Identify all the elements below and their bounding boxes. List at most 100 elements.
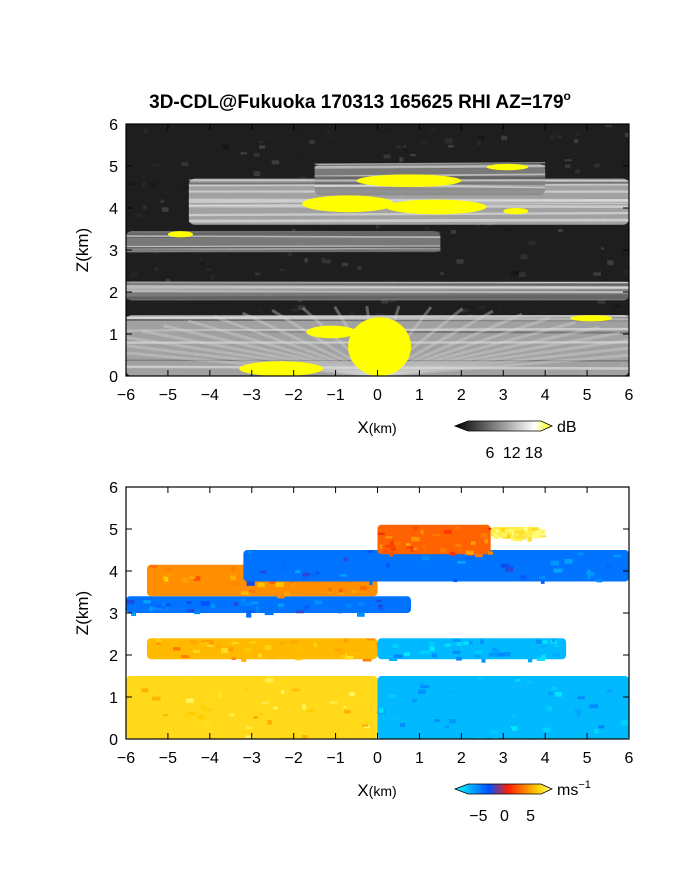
velocity-speckle bbox=[514, 530, 524, 536]
snr-high-patch bbox=[239, 361, 324, 376]
velocity-speckle bbox=[156, 642, 161, 645]
velocity-speckle bbox=[334, 648, 343, 653]
noise-speckle bbox=[402, 145, 407, 148]
snr-ray bbox=[187, 319, 378, 376]
x-tick-label: 1 bbox=[415, 750, 424, 767]
velocity-speckle bbox=[538, 529, 546, 535]
noise-speckle bbox=[301, 253, 307, 258]
velocity-speckle bbox=[277, 594, 285, 599]
velocity-speckle bbox=[422, 555, 430, 561]
noise-speckle bbox=[132, 272, 138, 277]
noise-speckle bbox=[503, 277, 510, 280]
velocity-speckle bbox=[388, 694, 397, 698]
velocity-speckle bbox=[492, 647, 497, 651]
velocity-speckle bbox=[241, 657, 247, 662]
noise-speckle bbox=[240, 152, 248, 155]
noise-speckle bbox=[501, 135, 508, 141]
velocity-colorbar-unit: ms−1 bbox=[557, 779, 591, 799]
velocity-speckle bbox=[389, 551, 394, 557]
velocity-speckle bbox=[377, 532, 385, 536]
noise-speckle bbox=[309, 140, 315, 144]
snr-streak bbox=[126, 284, 629, 289]
velocity-speckle bbox=[250, 601, 259, 605]
velocity-speckle bbox=[184, 677, 189, 680]
velocity-speckle bbox=[253, 716, 258, 719]
y-tick-label: 3 bbox=[109, 243, 118, 260]
velocity-speckle bbox=[343, 710, 351, 714]
snr-colorbar-ticks: 6 12 18 bbox=[485, 445, 542, 462]
x-tick-label: 0 bbox=[373, 387, 382, 404]
velocity-speckle bbox=[210, 603, 216, 609]
x-tick-label: −5 bbox=[159, 750, 177, 767]
velocity-speckle bbox=[539, 576, 546, 580]
velocity-speckle bbox=[534, 533, 542, 539]
x-tick-label: −6 bbox=[117, 387, 135, 404]
velocity-speckle bbox=[526, 680, 533, 684]
snr-ray bbox=[377, 338, 629, 376]
velocity-speckle bbox=[555, 691, 563, 697]
velocity-speckle bbox=[447, 689, 454, 693]
velocity-speckle bbox=[205, 640, 214, 645]
noise-speckle bbox=[154, 266, 159, 271]
velocity-speckle bbox=[399, 723, 406, 727]
x-tick-label: 3 bbox=[499, 750, 508, 767]
noise-speckle bbox=[198, 257, 203, 261]
velocity-speckle bbox=[505, 652, 511, 657]
noise-speckle bbox=[152, 163, 161, 168]
noise-speckle bbox=[600, 247, 605, 250]
velocity-speckle bbox=[523, 527, 528, 532]
noise-speckle bbox=[304, 258, 308, 263]
velocity-speckle bbox=[580, 724, 588, 729]
velocity-speckle bbox=[455, 525, 462, 530]
velocity-speckle bbox=[153, 607, 163, 610]
noise-speckle bbox=[387, 299, 396, 302]
velocity-speckle bbox=[418, 689, 426, 694]
noise-speckle bbox=[489, 160, 495, 164]
x-tick-label: 2 bbox=[457, 750, 466, 767]
velocity-speckle bbox=[550, 560, 560, 566]
velocity-speckle bbox=[245, 735, 254, 738]
snr-ray bbox=[163, 324, 378, 376]
velocity-speckle bbox=[151, 696, 161, 701]
noise-speckle bbox=[477, 140, 481, 145]
velocity-speckle bbox=[404, 652, 411, 657]
x-tick-label: −4 bbox=[201, 387, 219, 404]
noise-speckle bbox=[514, 270, 522, 275]
velocity-speckle bbox=[412, 698, 417, 703]
noise-speckle bbox=[259, 140, 264, 143]
snr-ray bbox=[377, 353, 629, 376]
velocity-speckle bbox=[261, 701, 269, 705]
x-tick-label: −6 bbox=[117, 750, 135, 767]
velocity-speckle bbox=[504, 529, 514, 532]
noise-speckle bbox=[503, 229, 511, 232]
velocity-speckle bbox=[450, 551, 456, 556]
velocity-speckle bbox=[439, 548, 447, 553]
velocity-speckle bbox=[312, 582, 318, 587]
noise-speckle bbox=[626, 259, 629, 265]
velocity-speckle bbox=[345, 604, 352, 608]
velocity-speckle bbox=[587, 569, 591, 575]
velocity-speckle bbox=[380, 607, 385, 611]
noise-speckle bbox=[376, 313, 385, 317]
velocity-speckle bbox=[343, 706, 347, 709]
velocity-speckle bbox=[363, 719, 369, 722]
velocity-speckle bbox=[443, 529, 452, 534]
velocity-speckle bbox=[314, 600, 323, 605]
velocity-speckle bbox=[143, 600, 151, 604]
velocity-speckle bbox=[589, 704, 599, 709]
velocity-speckle bbox=[156, 640, 162, 643]
velocity-speckle bbox=[289, 580, 295, 586]
snr-streak bbox=[126, 297, 629, 300]
velocity-speckle bbox=[244, 647, 252, 653]
noise-speckle bbox=[404, 148, 409, 152]
noise-speckle bbox=[606, 158, 613, 162]
x-tick-label: −3 bbox=[243, 387, 261, 404]
velocity-speckle bbox=[281, 566, 288, 572]
velocity-speckle bbox=[515, 564, 520, 569]
noise-speckle bbox=[287, 251, 293, 256]
x-tick-label: 0 bbox=[373, 750, 382, 767]
velocity-speckle bbox=[542, 644, 548, 647]
x-tick-label: 2 bbox=[457, 387, 466, 404]
velocity-colorbar-tick-label: −5 bbox=[469, 808, 487, 825]
